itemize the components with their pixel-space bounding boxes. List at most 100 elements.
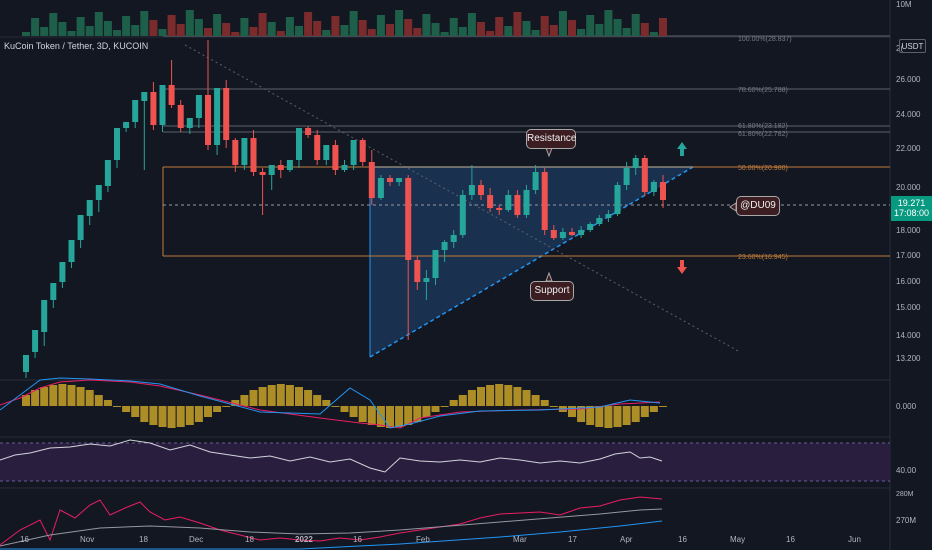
- volume-bar: [49, 13, 58, 36]
- volume-bar: [449, 18, 458, 36]
- candle-body: [368, 162, 375, 198]
- author-callout[interactable]: @DU09: [736, 196, 780, 216]
- candle-body: [286, 160, 293, 170]
- volume-bar: [31, 18, 40, 36]
- price-axis[interactable]: 2( 26.000 24.000 22.000 20.000 18.000 17…: [896, 0, 921, 525]
- macd-bar: [649, 406, 658, 412]
- bottom-axis-label: 270M: [896, 516, 916, 525]
- candle-body: [459, 195, 466, 235]
- bottom-grey-line: [0, 508, 663, 547]
- volume-bar: [67, 31, 76, 36]
- resistance-callout[interactable]: Resistance: [526, 129, 576, 149]
- macd-bar: [304, 390, 313, 406]
- candle-body: [578, 230, 585, 235]
- macd-bar: [295, 387, 303, 406]
- price-tick: 22.000: [896, 144, 921, 153]
- volume-bar: [267, 22, 276, 36]
- price-tick: 14.000: [896, 331, 921, 340]
- time-axis[interactable]: 16 Nov 18 Dec 18 2022 16 Feb Mar 17 Apr …: [20, 535, 861, 544]
- volume-bar: [568, 20, 576, 36]
- macd-bar: [422, 406, 431, 417]
- candle-body: [205, 95, 211, 145]
- volume-bar: [386, 24, 394, 36]
- volume-bar: [122, 16, 131, 36]
- macd-bar: [367, 406, 376, 425]
- macd-bar: [322, 400, 331, 406]
- fib-label-618: 61.80%(23.182): [738, 123, 788, 130]
- volume-bar: [458, 27, 467, 36]
- macd-bar: [131, 406, 140, 417]
- volume-bar: [659, 18, 667, 36]
- volume-bar: [94, 12, 103, 36]
- fib-label-236: 23.60%(16.945): [738, 254, 788, 261]
- candle-body: [432, 250, 439, 278]
- candle-body: [441, 242, 448, 250]
- macd-bar: [613, 406, 622, 427]
- macd-bar: [477, 387, 485, 406]
- currency-button[interactable]: USDT: [899, 39, 926, 53]
- macd-bar: [285, 385, 294, 406]
- bottom-axis-label: 280M: [896, 491, 914, 498]
- volume-bar: [222, 23, 231, 36]
- support-callout[interactable]: Support: [530, 281, 574, 301]
- volume-bar: [404, 19, 413, 36]
- rsi-axis-label: 40.00: [896, 466, 917, 475]
- volume-bar: [140, 11, 149, 36]
- candle-body: [341, 165, 348, 170]
- candle-body: [41, 300, 48, 332]
- candle-body: [114, 128, 120, 160]
- macd-bar: [495, 384, 504, 406]
- volume-bar: [595, 24, 604, 36]
- volume-bar: [85, 26, 94, 36]
- macd-bar: [577, 406, 586, 422]
- candle-body: [569, 232, 575, 235]
- volume-bar: [76, 17, 85, 36]
- macd-bar: [67, 385, 76, 406]
- macd-bar: [240, 395, 249, 406]
- price-tick: 13.200: [896, 354, 921, 363]
- candle-body: [86, 200, 93, 216]
- volume-bar: [440, 32, 449, 36]
- last-price: 19.271: [897, 198, 926, 208]
- macd-bar: [540, 400, 549, 406]
- volume-bar: [395, 10, 404, 36]
- macd-bar: [586, 406, 595, 425]
- volume-bar: [40, 27, 49, 36]
- symbol-title[interactable]: KuCoin Token / Tether, 3D, KUCOIN: [4, 41, 149, 51]
- time-tick: 18: [139, 535, 148, 544]
- time-tick: Feb: [416, 535, 430, 544]
- volume-bar: [158, 29, 167, 36]
- time-tick: Apr: [620, 535, 633, 544]
- macd-bar: [94, 395, 103, 406]
- macd-bar: [22, 395, 30, 406]
- price-tick: 20.000: [896, 183, 921, 192]
- candle-body: [514, 195, 521, 215]
- candle-body: [59, 262, 66, 282]
- candle-body: [423, 278, 430, 282]
- volume-bar: [422, 14, 431, 36]
- volume-bar: [613, 19, 622, 36]
- last-price-badge: 19.271 17:08:00: [891, 196, 932, 221]
- down-arrow-icon: [677, 260, 687, 274]
- volume-bar: [194, 19, 203, 36]
- candle-body: [296, 128, 302, 160]
- candle-body: [250, 138, 257, 172]
- macd-bar: [167, 406, 176, 428]
- candle-body: [532, 172, 539, 190]
- price-tick: 15.000: [896, 303, 921, 312]
- candle-body: [641, 158, 648, 192]
- time-tick: Dec: [189, 535, 203, 544]
- volume-bar: [103, 21, 112, 36]
- macd-bar: [113, 406, 121, 407]
- time-tick: Nov: [80, 535, 94, 544]
- volume-bar: [558, 11, 567, 36]
- candle-body: [468, 185, 475, 195]
- macd-bar: [140, 406, 149, 422]
- candle-body: [323, 145, 330, 160]
- candle-body: [77, 215, 84, 240]
- candle-body: [359, 140, 366, 162]
- macd-bar: [449, 400, 458, 406]
- candle-body: [487, 195, 494, 208]
- macd-bar: [568, 406, 576, 417]
